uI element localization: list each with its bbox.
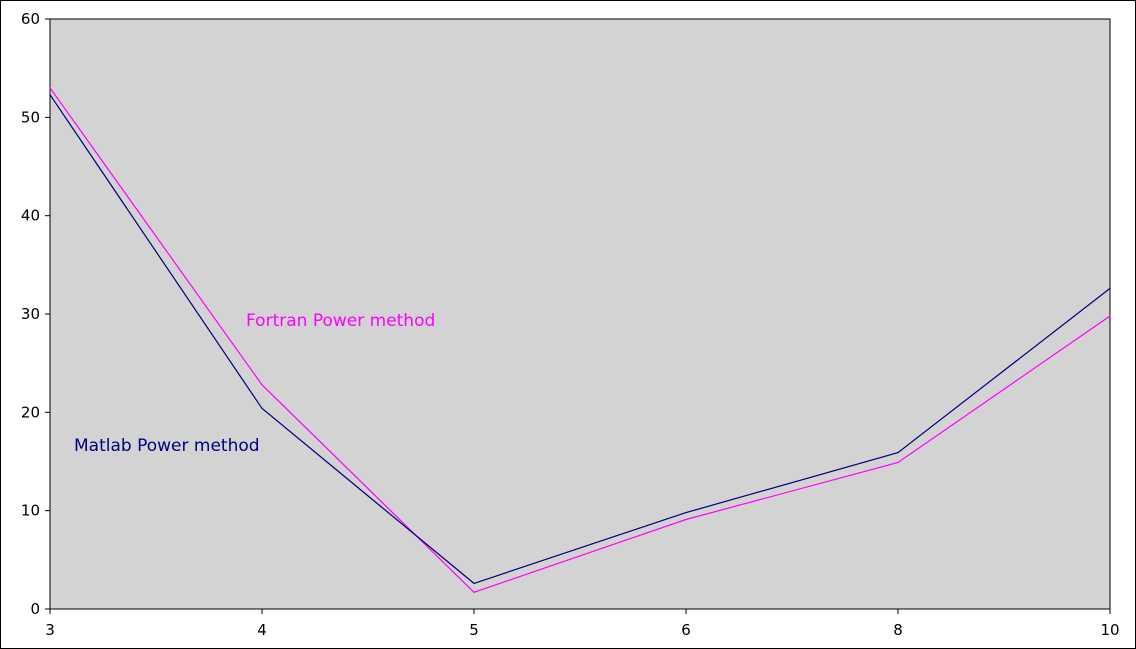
x-tick-label: 6	[681, 621, 691, 639]
data-point	[49, 94, 51, 96]
series-line-1	[49, 94, 1111, 585]
data-point	[685, 512, 687, 514]
y-axis: 0 10 20 30 40 50 60	[21, 10, 50, 618]
data-point	[685, 518, 687, 521]
x-tick-label: 5	[469, 621, 479, 639]
x-tick-label: 4	[257, 621, 267, 639]
plot-area	[49, 18, 1111, 610]
x-tick-label: 10	[1100, 621, 1119, 639]
y-tick-label: 20	[21, 403, 40, 421]
y-tick-label: 60	[21, 10, 40, 28]
data-point	[473, 582, 475, 585]
data-point	[897, 452, 899, 454]
y-tick-label: 50	[21, 108, 40, 126]
data-point	[261, 384, 263, 386]
y-tick-label: 0	[30, 600, 40, 618]
series-labels: Fortran Power method Matlab Power method	[74, 311, 435, 456]
x-axis: 3 4 5 6 8 10	[45, 609, 1120, 639]
data-point	[49, 87, 51, 89]
series-line-0	[49, 87, 1111, 593]
x-tick-label: 3	[45, 621, 55, 639]
x-tick-label: 8	[893, 621, 903, 639]
series-label-1: Matlab Power method	[74, 436, 260, 456]
data-point	[1109, 287, 1111, 290]
y-tick-label: 30	[21, 305, 40, 323]
y-tick-label: 10	[21, 502, 40, 520]
y-tick-label: 40	[21, 207, 40, 225]
data-point	[261, 407, 263, 409]
data-point	[473, 591, 475, 593]
data-point	[897, 461, 899, 464]
series-layer	[49, 87, 1111, 593]
series-label-0: Fortran Power method	[246, 311, 435, 331]
data-point	[1109, 315, 1111, 317]
